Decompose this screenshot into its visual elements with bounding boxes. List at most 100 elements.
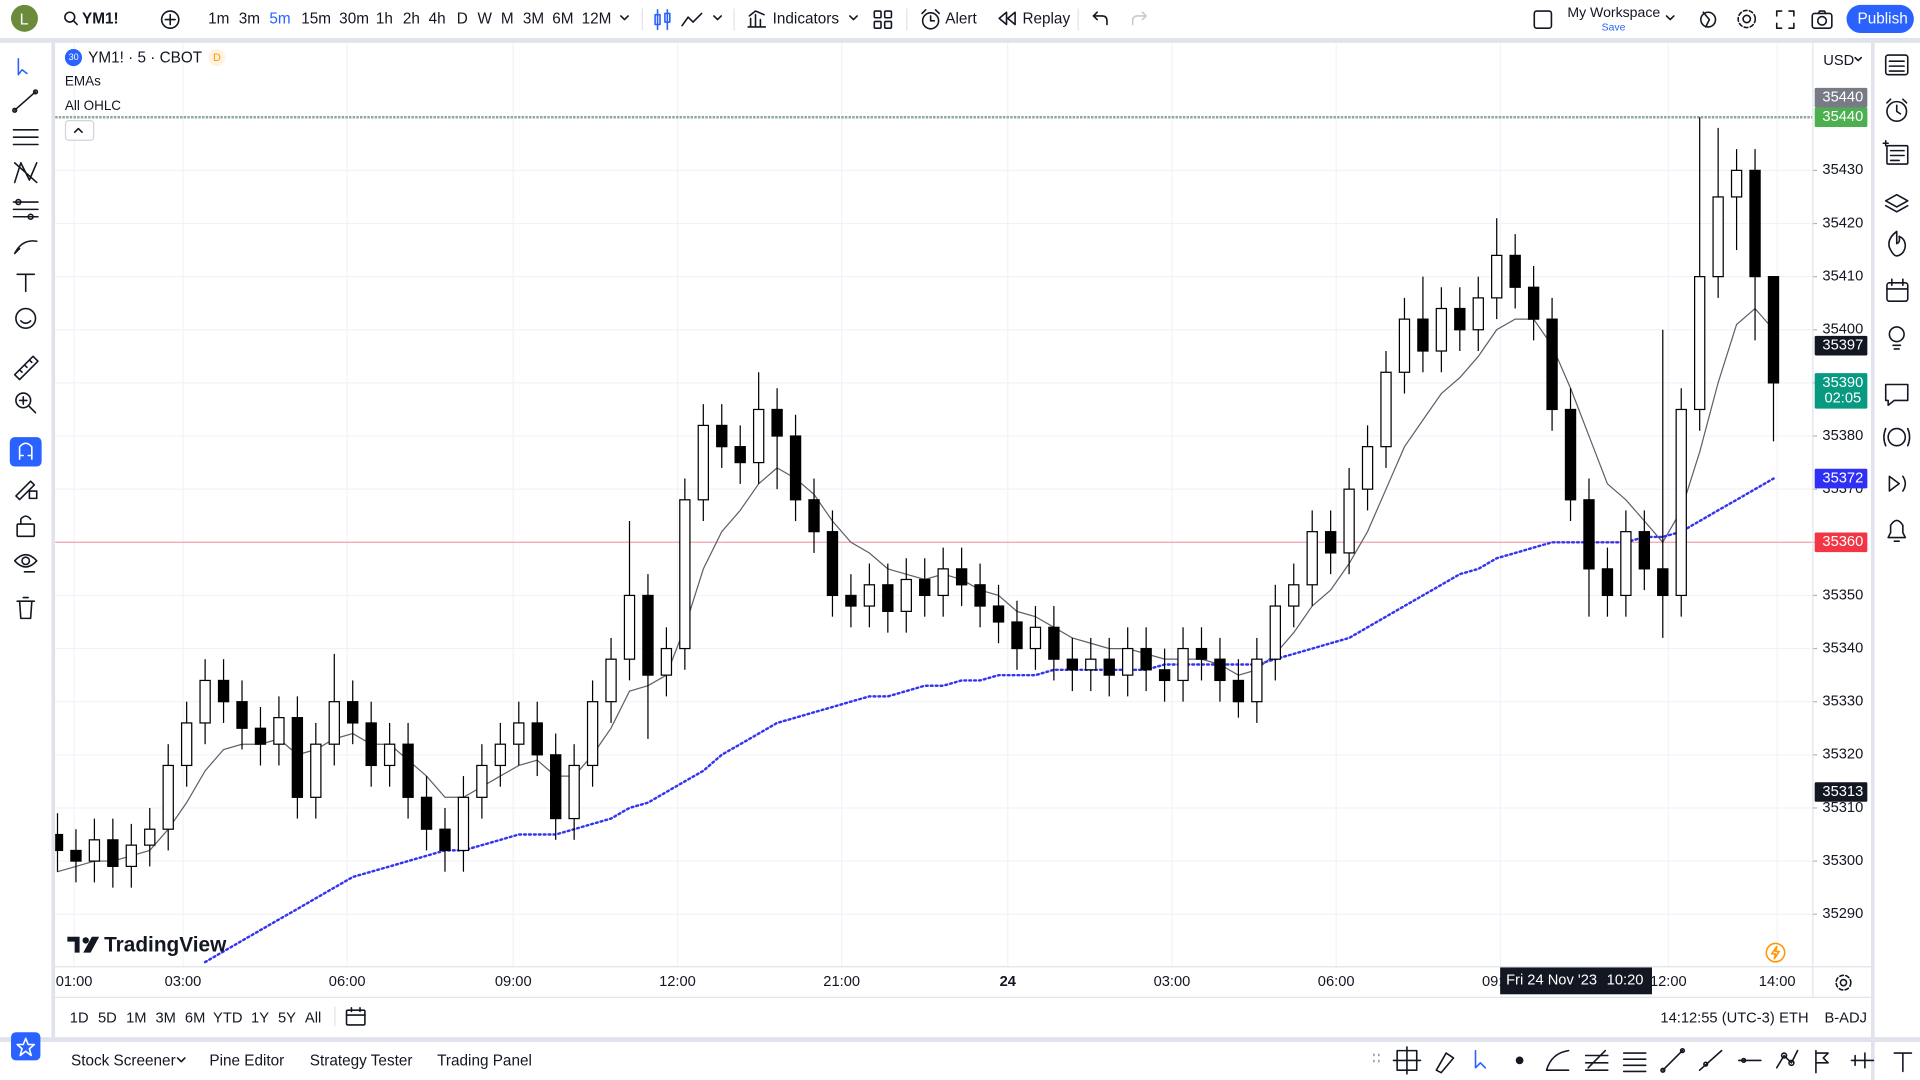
alert-icon[interactable] xyxy=(920,9,942,31)
indicators-button[interactable]: Indicators xyxy=(772,9,840,27)
interval[interactable]: M xyxy=(500,9,514,27)
snapshot-icon[interactable] xyxy=(1811,10,1833,30)
adjust-toggle[interactable]: B-ADJ xyxy=(1824,1008,1867,1027)
interval[interactable]: 15m xyxy=(301,9,332,27)
clock[interactable]: 14:12:55 (UTC-3) xyxy=(1660,1008,1775,1027)
favorites-button[interactable] xyxy=(11,1032,41,1061)
symbol-search[interactable]: YM1! xyxy=(82,9,119,27)
tool[interactable] xyxy=(1698,1049,1723,1072)
range-button[interactable]: 5D xyxy=(97,1008,117,1027)
watchlist-button[interactable] xyxy=(1884,54,1909,76)
redo-icon[interactable] xyxy=(1130,11,1147,26)
panel-tab[interactable]: Trading Panel xyxy=(437,1051,532,1069)
fullscreen-icon[interactable] xyxy=(1775,10,1796,30)
ruler-tool[interactable] xyxy=(13,355,39,381)
range-button[interactable]: 1D xyxy=(69,1008,89,1027)
interval[interactable]: 6M xyxy=(552,9,574,27)
notifications-button[interactable] xyxy=(1887,519,1907,543)
zoom-tool[interactable] xyxy=(15,392,32,409)
checkbox[interactable] xyxy=(1533,10,1553,30)
interval[interactable]: 30m xyxy=(339,9,369,27)
text-tool[interactable] xyxy=(16,273,36,293)
tool[interactable] xyxy=(1515,1056,1524,1065)
chevron[interactable] xyxy=(713,15,723,22)
lock-tool[interactable] xyxy=(16,523,36,538)
goto-date[interactable] xyxy=(345,1006,366,1026)
save-button[interactable]: Save xyxy=(1601,20,1626,34)
chevron[interactable] xyxy=(176,1057,186,1064)
tool[interactable] xyxy=(1850,1052,1875,1069)
interval[interactable]: 4h xyxy=(428,9,446,27)
range-button[interactable]: 6M xyxy=(184,1008,206,1027)
chevron[interactable] xyxy=(849,15,859,22)
tool[interactable] xyxy=(1545,1049,1570,1072)
publish-button[interactable] xyxy=(1846,4,1914,34)
tool[interactable] xyxy=(1622,1052,1647,1073)
delete-tool[interactable] xyxy=(16,596,36,620)
ideas-button[interactable] xyxy=(1888,326,1905,343)
range-button[interactable]: 5Y xyxy=(277,1008,296,1027)
range-button[interactable]: 1M xyxy=(126,1008,147,1027)
panel-tab[interactable]: Pine Editor xyxy=(209,1051,285,1069)
range-button[interactable]: 3M xyxy=(155,1008,176,1027)
trendline-tool[interactable] xyxy=(13,91,37,112)
chevron[interactable] xyxy=(1665,15,1675,22)
chats-button[interactable] xyxy=(1884,383,1909,407)
hotlists-button[interactable] xyxy=(1888,230,1907,257)
undo-icon[interactable] xyxy=(1092,11,1109,26)
avatar[interactable] xyxy=(11,4,38,32)
replay-panel-button[interactable] xyxy=(1888,475,1907,492)
tool[interactable] xyxy=(1775,1049,1799,1069)
indicator-legend[interactable]: EMAs xyxy=(64,74,101,90)
replay-button[interactable]: Replay xyxy=(1022,9,1071,27)
indicators-icon[interactable] xyxy=(747,9,767,29)
tool[interactable] xyxy=(1893,1052,1913,1073)
interval-active[interactable]: 5m xyxy=(269,9,291,27)
interval[interactable]: D xyxy=(456,9,468,27)
magnet-tool[interactable] xyxy=(9,437,42,467)
interval[interactable]: 1h xyxy=(375,9,393,27)
range-button[interactable]: YTD xyxy=(213,1008,243,1027)
calendar-button[interactable] xyxy=(1886,282,1909,303)
compare-icon[interactable] xyxy=(160,10,180,30)
line-icon[interactable] xyxy=(681,11,703,28)
interval[interactable]: 3m xyxy=(238,9,261,27)
panel-tab[interactable]: Stock Screener xyxy=(71,1051,176,1069)
workspace-name[interactable]: My Workspace xyxy=(1567,6,1661,21)
interval[interactable]: 12M xyxy=(581,9,612,27)
tool[interactable] xyxy=(1584,1049,1609,1072)
quick-search-icon[interactable] xyxy=(1698,9,1719,30)
tool[interactable] xyxy=(1815,1049,1829,1074)
tool[interactable] xyxy=(1474,1049,1487,1069)
prediction-tool[interactable] xyxy=(12,201,39,218)
ohlc-legend[interactable]: All OHLC xyxy=(64,99,122,114)
alert-button[interactable]: Alert xyxy=(945,9,977,27)
fib-tool[interactable] xyxy=(12,129,39,146)
panel-tab[interactable]: Strategy Tester xyxy=(309,1051,413,1069)
axis-settings[interactable] xyxy=(1834,973,1852,991)
layers-button[interactable] xyxy=(1884,193,1909,213)
candles-icon[interactable] xyxy=(653,9,673,31)
settings-icon[interactable] xyxy=(1736,9,1757,30)
pattern-tool[interactable] xyxy=(13,162,38,184)
hide-tool[interactable] xyxy=(13,553,38,568)
session-toggle[interactable]: ETH xyxy=(1779,1008,1809,1027)
tool[interactable] xyxy=(1662,1049,1684,1072)
replay-icon[interactable] xyxy=(998,11,1018,26)
interval[interactable]: 1m xyxy=(208,9,230,27)
interval[interactable]: 3M xyxy=(522,9,545,27)
interval[interactable]: 2h xyxy=(402,9,420,27)
lock-drawing-tool[interactable] xyxy=(15,480,38,501)
tool[interactable] xyxy=(1435,1052,1455,1074)
currency[interactable]: USD xyxy=(1823,51,1855,69)
cursor-tool[interactable] xyxy=(17,57,28,76)
chevron[interactable] xyxy=(620,15,630,22)
range-button[interactable]: 1Y xyxy=(251,1008,270,1027)
layout-icon[interactable] xyxy=(873,10,893,30)
emoji-tool[interactable] xyxy=(15,307,37,329)
brush-tool[interactable] xyxy=(13,240,38,255)
news-button[interactable] xyxy=(1886,144,1909,165)
legend-symbol[interactable]: YM1! · 5 · CBOT xyxy=(88,48,203,67)
range-button[interactable]: All xyxy=(304,1008,322,1027)
streams-button[interactable] xyxy=(1887,427,1907,447)
